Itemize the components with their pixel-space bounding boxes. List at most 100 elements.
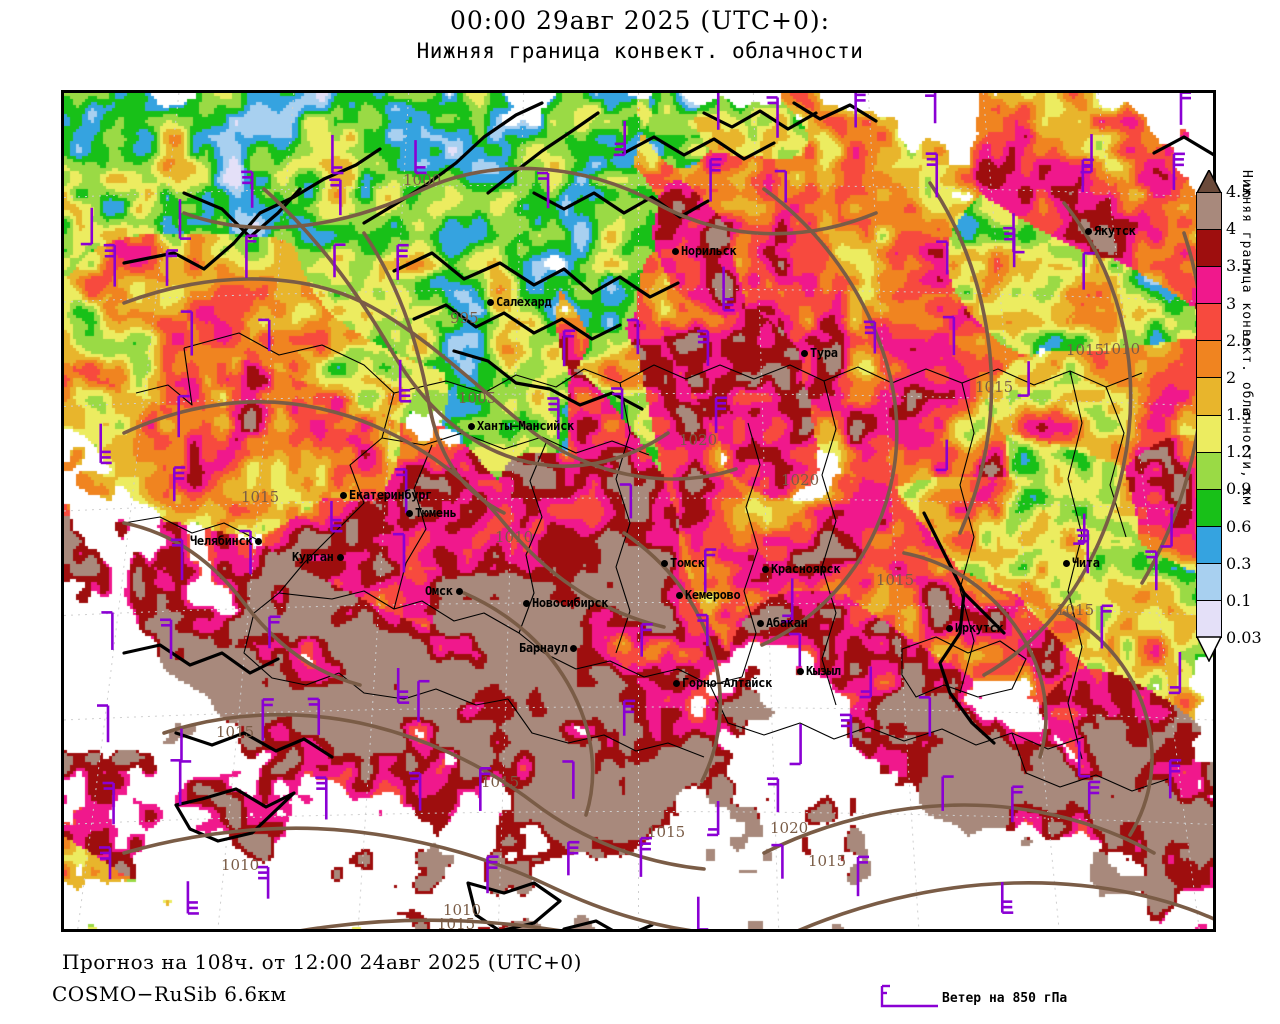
wind-barb — [101, 611, 114, 650]
wind-barb — [257, 865, 270, 899]
isobar-label: 1020 — [781, 471, 820, 489]
wind-barb — [409, 771, 422, 811]
wind-barb — [307, 697, 321, 735]
wind-barb — [622, 699, 636, 736]
isobar-label: 1010 — [221, 856, 260, 874]
wind-barb — [696, 613, 709, 647]
isobar-label: 1010 — [495, 528, 534, 546]
colorbar-tick-label: 0.03 — [1226, 628, 1262, 647]
wind-barb — [178, 199, 191, 240]
isobar-label: 1010 — [443, 901, 482, 919]
wind-barb — [1145, 550, 1158, 591]
wind-barb — [942, 315, 956, 356]
city-label: Красноярск — [771, 562, 841, 576]
city-label: Томск — [670, 556, 705, 570]
wind-barb — [1081, 158, 1094, 193]
isobar-label: 1020 — [770, 819, 809, 837]
colorbar-tick-label: 3 — [1226, 293, 1237, 313]
isobar-label: 1015 — [876, 571, 915, 589]
city-label: Якутск — [1094, 224, 1136, 238]
city-marker — [797, 668, 804, 675]
wind-barb — [165, 249, 179, 286]
colorbar-tick-label: 2.5 — [1226, 330, 1252, 350]
isobar-label: 995 — [450, 309, 479, 327]
wind-barb — [97, 704, 110, 743]
city-label: Омск — [425, 584, 453, 598]
isobar-label: 1020 — [679, 431, 718, 449]
colorbar-segment — [1197, 600, 1221, 637]
wind-barb — [396, 668, 410, 704]
wind-barb — [788, 632, 802, 667]
city-label: Иркутск — [955, 621, 1004, 635]
wind-barb — [172, 466, 186, 502]
city-marker — [468, 423, 475, 430]
wind-barb — [315, 776, 328, 820]
wind-barb — [856, 855, 870, 897]
wind-barb — [567, 840, 580, 876]
city-label: Салехард — [496, 295, 552, 309]
wind-barb — [1073, 513, 1086, 545]
city-label: Чита — [1072, 556, 1100, 570]
wind-barb — [935, 439, 949, 472]
isobar-label: 1015 — [216, 723, 255, 741]
colorbar-tick-label: 1.2 — [1226, 442, 1252, 462]
wind-barb — [771, 843, 784, 879]
city-marker — [661, 560, 668, 567]
wind-barb — [1100, 604, 1113, 649]
wind-barb — [329, 178, 342, 216]
city-marker — [1085, 228, 1092, 235]
wind-barb — [611, 387, 624, 420]
city-marker — [676, 592, 683, 599]
city-marker — [255, 538, 262, 545]
city-marker — [337, 554, 344, 561]
wind-barb — [160, 618, 173, 659]
wind-barb — [417, 679, 430, 722]
colorbar-segment — [1197, 452, 1221, 490]
wind-barb — [562, 329, 576, 367]
wind-barb — [333, 243, 346, 278]
wind-barb — [1003, 226, 1016, 268]
wind-barb — [239, 529, 252, 575]
wind-barb — [395, 468, 408, 514]
colorbar-bottom-arrow-icon — [1196, 636, 1222, 662]
wind-barb — [177, 394, 190, 438]
wind-barb — [99, 846, 112, 880]
wind-barb — [330, 500, 343, 533]
wind-barb — [707, 801, 720, 837]
colorbar-tick-label: 0.9 — [1226, 479, 1252, 499]
city-label: Кызыл — [806, 664, 841, 678]
wind-barb — [1076, 528, 1090, 574]
wind-barb — [703, 548, 717, 594]
isobar-label: 1015 — [1056, 601, 1095, 619]
city-label: Новосибирск — [532, 596, 609, 610]
wind-barb — [268, 615, 281, 649]
colorbar-tick-label: 2 — [1226, 367, 1237, 387]
city-marker — [340, 492, 347, 499]
city-label: Екатеринбург — [349, 488, 433, 502]
wind-barb — [626, 318, 640, 355]
city-marker — [487, 299, 494, 306]
weather-map[interactable]: Норильск Салехард Тура Якутск Ханты−Мансийск… — [61, 90, 1216, 932]
wind-barb — [479, 767, 492, 811]
wind-barb — [1168, 758, 1182, 799]
wind-barb — [1172, 152, 1185, 191]
wind-barb — [1168, 651, 1182, 695]
wind-barb — [180, 310, 194, 356]
chart-title-block: 00:00 29авг 2025 (UTC+0): Нижняя граница… — [0, 6, 1280, 66]
wind-barb — [392, 532, 406, 573]
colorbar-segment — [1197, 230, 1221, 268]
wind-barb — [696, 896, 709, 929]
wind-barb — [396, 243, 409, 280]
wind-barb — [258, 318, 271, 352]
wind-barb-icon — [880, 984, 938, 1008]
colorbar-axis-title: Нижняя граница конвект. облачности, км — [1239, 170, 1254, 506]
wind-barb — [1179, 93, 1191, 125]
wind-barb — [714, 396, 728, 434]
wind-barb — [331, 134, 344, 175]
wind-barb — [1000, 882, 1014, 914]
wind-barb — [398, 359, 412, 403]
colorbar-tick-label: 0.6 — [1226, 516, 1252, 536]
wind-barb — [99, 423, 112, 465]
city-label: Норильск — [681, 244, 737, 258]
wind-barb — [186, 881, 199, 915]
